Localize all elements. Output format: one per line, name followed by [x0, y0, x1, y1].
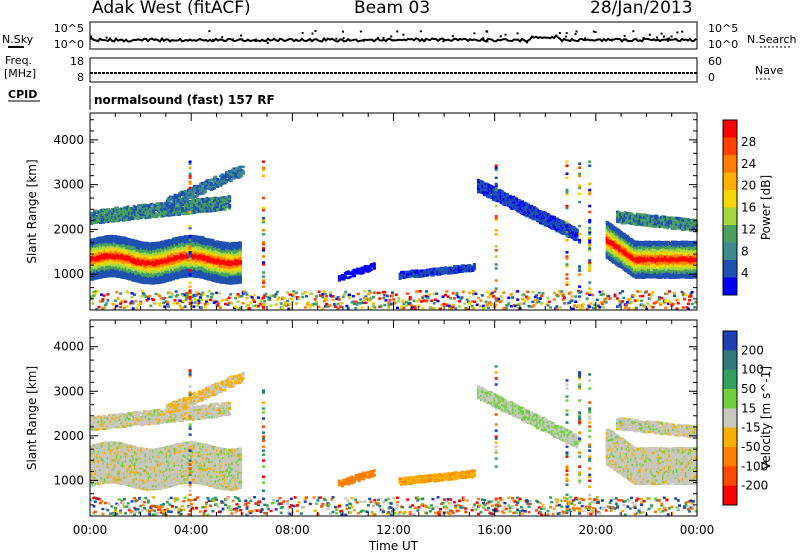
nsearch-point: [396, 30, 398, 32]
nsearch-point: [656, 36, 658, 38]
freq-tick: 18: [70, 55, 84, 68]
nsky-label: N.Sky: [2, 33, 34, 46]
freq-tick: 8: [77, 71, 84, 84]
nsearch-point: [263, 40, 265, 42]
nsearch-point: [632, 30, 634, 32]
nsearch-point: [212, 39, 214, 41]
nsearch-point: [345, 40, 347, 42]
freq-panel-frame: [90, 58, 697, 82]
nsearch-point: [390, 35, 392, 37]
nsearch-point: [267, 42, 269, 44]
nsearch-point: [335, 38, 337, 40]
nsearch-point: [559, 32, 561, 34]
nsearch-point: [671, 35, 673, 37]
nsearch-point: [208, 30, 210, 32]
nsearch-point: [667, 40, 669, 42]
nsearch-point: [314, 30, 316, 32]
cpid-text: normalsound (fast) 157 RF: [94, 93, 275, 107]
nsearch-point: [106, 37, 108, 39]
radar-summary-plot: N.Sky 10^5 10^0 10^5 10^0 N.Search Freq.[MHz] 1…: [0, 0, 800, 554]
nave-label: Nave: [755, 64, 783, 77]
nsearch-point: [517, 32, 519, 34]
nave-tick: 0: [708, 71, 715, 84]
nsearch-point: [611, 39, 613, 41]
nsearch-point: [486, 40, 488, 42]
cpid-label: CPID: [8, 88, 37, 101]
nsearch-point: [255, 39, 257, 41]
nsearch-point: [342, 31, 344, 33]
nsearch-point: [624, 39, 626, 41]
nsearch-point: [377, 37, 379, 39]
nsearch-point: [343, 37, 345, 39]
nsearch-point: [90, 35, 92, 37]
nsky-tick: 10^0: [54, 38, 84, 51]
nsearch-point: [661, 33, 663, 35]
nsearch-point: [402, 34, 404, 36]
nsearch-point: [302, 32, 304, 34]
nsearch-point: [363, 40, 365, 42]
nsearch-point: [360, 31, 362, 33]
nsearch-point: [232, 39, 234, 41]
nsearch-point: [584, 37, 586, 39]
nsearch-point: [482, 37, 484, 39]
nsearch-point: [241, 38, 243, 40]
nsearch-point: [383, 37, 385, 39]
nsearch-point: [442, 40, 444, 42]
nsearch-point: [575, 30, 577, 32]
nsearch-tick: 10^5: [708, 22, 738, 35]
nsearch-point: [486, 30, 488, 32]
freq-label: Freq.: [5, 54, 32, 67]
freq-unit-label: [MHz]: [4, 67, 36, 80]
nsearch-point: [593, 31, 595, 33]
nsearch-label: N.Search: [747, 33, 797, 46]
nsky-panel-frame: [90, 22, 697, 49]
nsearch-point: [565, 36, 567, 38]
nsearch-point: [312, 33, 314, 35]
nsearch-point: [452, 35, 454, 37]
nsearch-point: [624, 35, 626, 37]
nsearch-point: [566, 32, 568, 34]
nsearch-point: [649, 34, 651, 36]
nsearch-point: [420, 30, 422, 32]
nsearch-point: [221, 36, 223, 38]
nsearch-point: [676, 31, 678, 33]
nsearch-point: [595, 31, 597, 33]
nsky-tick: 10^5: [54, 22, 84, 35]
nsearch-point: [504, 34, 506, 36]
nsearch-point: [500, 35, 502, 37]
nsearch-point: [424, 40, 426, 42]
nsearch-point: [574, 33, 576, 35]
nsearch-point: [681, 31, 683, 33]
nave-tick: 60: [708, 55, 722, 68]
nsearch-point: [473, 32, 475, 34]
nsearch-point: [663, 36, 665, 38]
nsearch-point: [526, 41, 528, 43]
nsky-trace: [90, 36, 696, 42]
nsearch-point: [668, 38, 670, 40]
nsearch-point: [240, 35, 242, 37]
nsearch-tick: 10^0: [708, 38, 738, 51]
nsearch-point: [643, 37, 645, 39]
